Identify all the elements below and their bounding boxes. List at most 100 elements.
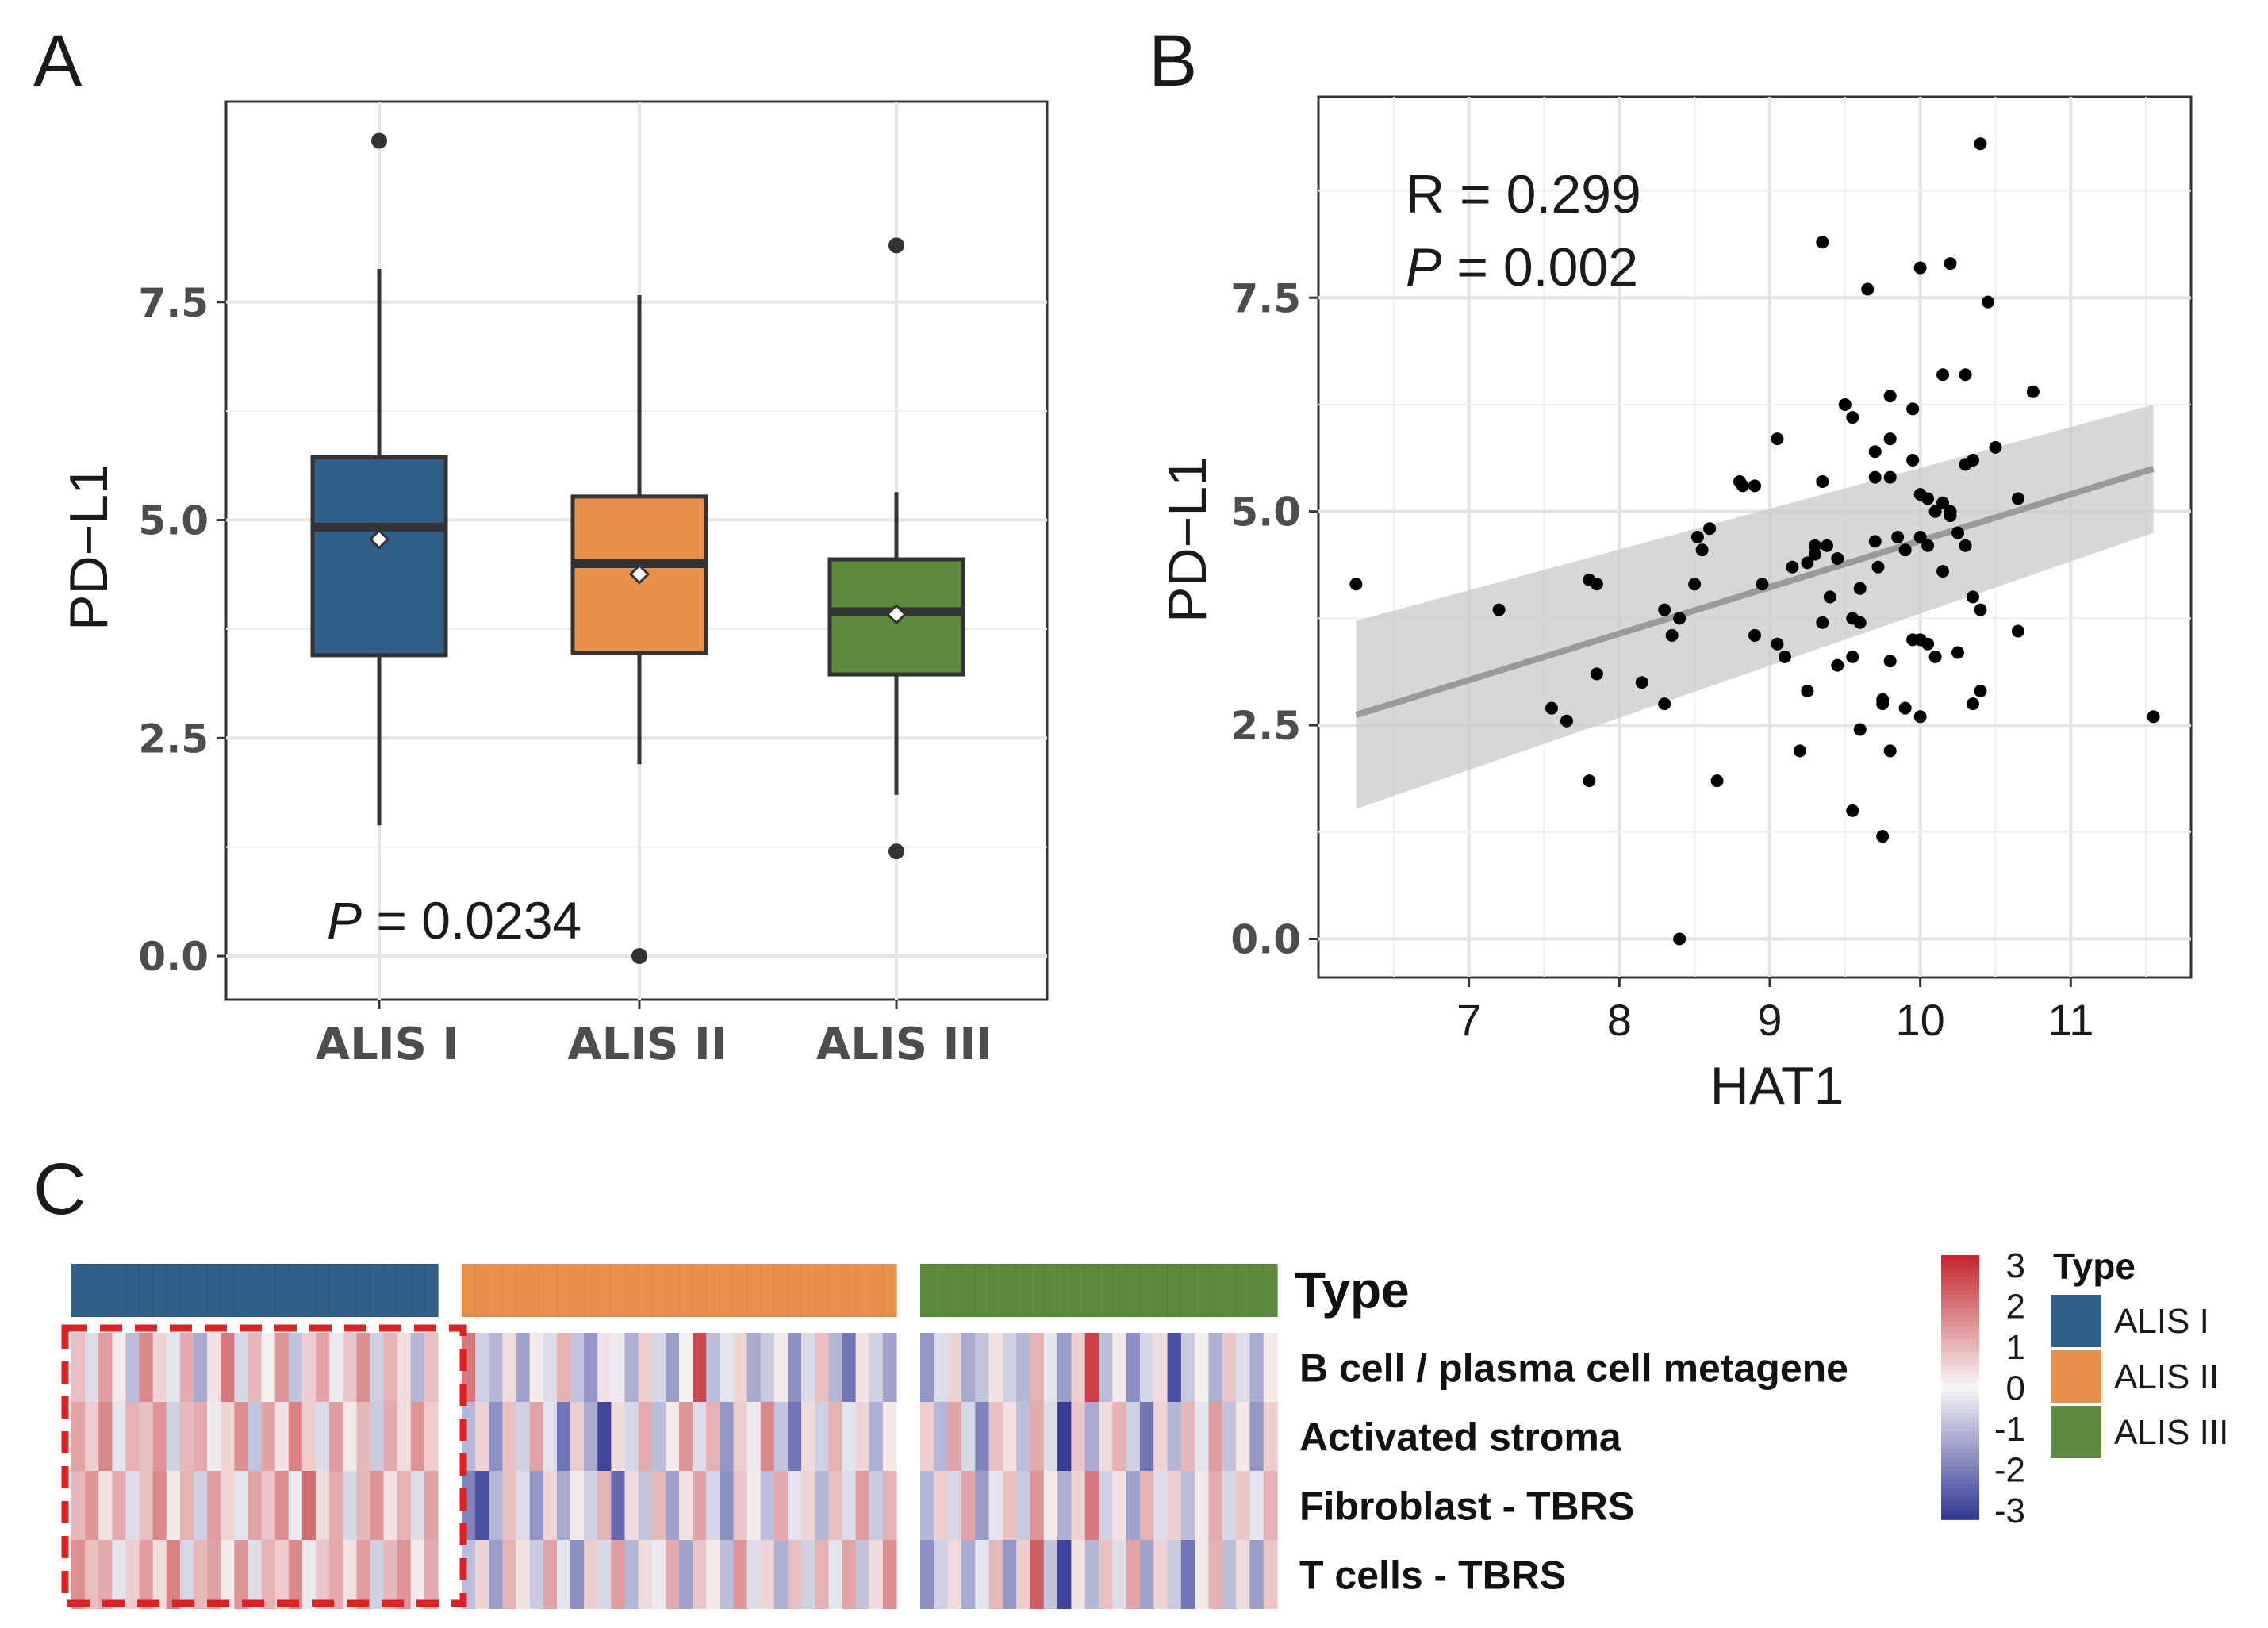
heatmap-cell bbox=[1208, 1333, 1223, 1402]
heatmap-cell bbox=[1071, 1333, 1086, 1402]
scatter-point bbox=[1883, 470, 1897, 484]
color-scale-segment bbox=[1941, 1312, 1979, 1318]
heatmap-cell bbox=[139, 1540, 154, 1609]
heatmap-cell bbox=[720, 1471, 735, 1540]
heatmap-cell bbox=[1112, 1471, 1127, 1540]
color-scale-segment bbox=[1941, 1325, 1979, 1331]
heatmap-cell bbox=[112, 1471, 127, 1540]
heatmap-cell bbox=[343, 1402, 357, 1471]
panel-b-x-ticks: 7 8 9 10 11 bbox=[1456, 977, 2093, 1045]
heatmap-cell bbox=[397, 1540, 412, 1609]
heatmap-cell bbox=[1263, 1333, 1278, 1402]
panel-a-x-ticks: ALIS I ALIS II ALIS III bbox=[316, 1000, 992, 1070]
heatmap-cell bbox=[947, 1471, 962, 1540]
heatmap-cell bbox=[556, 1333, 571, 1402]
heatmap-cell bbox=[288, 1540, 303, 1609]
heatmap-cell bbox=[316, 1540, 330, 1609]
panel-a-y-tick-label: 7.5 bbox=[138, 280, 209, 326]
color-scale-segment bbox=[1941, 1299, 1979, 1304]
heatmap-cell bbox=[882, 1540, 897, 1609]
heatmap-cell bbox=[194, 1402, 208, 1471]
heatmap-cell bbox=[773, 1471, 789, 1540]
heatmap-cell bbox=[842, 1471, 857, 1540]
heatmap-cell bbox=[1099, 1540, 1113, 1609]
color-scale-segment bbox=[1941, 1277, 1979, 1283]
heatmap-cell bbox=[1057, 1471, 1072, 1540]
color-scale-segment bbox=[1941, 1343, 1979, 1349]
mean-marker-alis-iii bbox=[885, 604, 908, 625]
heatmap-cell bbox=[166, 1333, 181, 1402]
heatmap-cell bbox=[489, 1540, 503, 1609]
heatmap-cell bbox=[207, 1333, 221, 1402]
scatter-point bbox=[1936, 368, 1950, 382]
legend-label-alis-i: ALIS I bbox=[2114, 1302, 2209, 1341]
scatter-point bbox=[1846, 650, 1859, 663]
heatmap-cell bbox=[1236, 1540, 1250, 1609]
scatter-point bbox=[1868, 535, 1882, 548]
heatmap-cell bbox=[855, 1471, 870, 1540]
color-scale-segment bbox=[1941, 1321, 1979, 1327]
heatmap-cell bbox=[370, 1402, 385, 1471]
heatmap-cell bbox=[356, 1402, 371, 1471]
type-annotation-cell-alis-i bbox=[139, 1263, 154, 1318]
color-scale-segment bbox=[1941, 1404, 1979, 1411]
scatter-point bbox=[1876, 830, 1890, 843]
scatter-point bbox=[1590, 578, 1603, 591]
heatmap-cell bbox=[516, 1471, 531, 1540]
heatmap-cell bbox=[665, 1402, 680, 1471]
heatmap-cell bbox=[139, 1402, 154, 1471]
heatmap-cell bbox=[1153, 1402, 1169, 1471]
heatmap-cell bbox=[882, 1471, 897, 1540]
heatmap-cell bbox=[301, 1540, 317, 1609]
heatmap-cell bbox=[274, 1540, 290, 1609]
heatmap-cell bbox=[502, 1471, 517, 1540]
type-annotation-cell-alis-iii bbox=[1126, 1263, 1142, 1318]
scatter-point bbox=[1846, 411, 1859, 424]
heatmap-cell bbox=[1153, 1471, 1169, 1540]
heatmap-cell bbox=[194, 1471, 208, 1540]
scatter-point bbox=[1710, 774, 1724, 788]
heatmap-cell bbox=[370, 1471, 385, 1540]
type-annotation-cell-alis-iii bbox=[1111, 1263, 1127, 1318]
heatmap-cell bbox=[424, 1333, 439, 1402]
color-scale-segment bbox=[1941, 1378, 1979, 1384]
heatmap-cell bbox=[1084, 1402, 1099, 1471]
panel-a-y-tick-label: 0.0 bbox=[138, 934, 209, 980]
heatmap-cell bbox=[125, 1540, 140, 1609]
scatter-point bbox=[1906, 454, 1920, 467]
heatmap-cell bbox=[1236, 1402, 1250, 1471]
heatmap-cell bbox=[1167, 1402, 1182, 1471]
heatmap-cell bbox=[934, 1402, 949, 1471]
heatmap-cell bbox=[543, 1402, 558, 1471]
type-annotation-cell-alis-i bbox=[410, 1263, 425, 1318]
heatmap-cell bbox=[301, 1333, 317, 1402]
type-annotation-cell-alis-ii bbox=[800, 1263, 816, 1318]
scatter-point bbox=[1936, 496, 1950, 509]
type-annotation-cell-alis-i bbox=[98, 1263, 113, 1318]
heatmap-cell bbox=[975, 1333, 990, 1402]
legend-label-alis-iii: ALIS III bbox=[2114, 1413, 2228, 1452]
heatmap-cell bbox=[556, 1402, 571, 1471]
heatmap-cell bbox=[98, 1471, 113, 1540]
color-scale-segment bbox=[1941, 1409, 1979, 1415]
heatmap-cell bbox=[529, 1540, 544, 1609]
heatmap-cell bbox=[961, 1471, 976, 1540]
heatmap-cell bbox=[1043, 1402, 1058, 1471]
heatmap-cell bbox=[1016, 1540, 1031, 1609]
heatmap-cell bbox=[1180, 1540, 1195, 1609]
heatmap-cell bbox=[869, 1402, 884, 1471]
heatmap-cell bbox=[221, 1471, 235, 1540]
heatmap-cell bbox=[869, 1471, 884, 1540]
panel-a-p-value: = 0.0234 bbox=[362, 891, 581, 950]
heatmap-cell bbox=[288, 1333, 303, 1402]
heatmap-cell bbox=[329, 1402, 343, 1471]
type-annotation-cell-alis-ii bbox=[543, 1263, 558, 1318]
heatmap-cell bbox=[261, 1471, 276, 1540]
scatter-point bbox=[1868, 470, 1882, 484]
heatmap-cell bbox=[597, 1471, 612, 1540]
heatmap-cell bbox=[221, 1540, 235, 1609]
scatter-point bbox=[1853, 723, 1867, 736]
scatter-point bbox=[1831, 551, 1844, 565]
heatmap-cell bbox=[746, 1540, 762, 1609]
panel-a-x-tick-label: ALIS II bbox=[567, 1019, 727, 1070]
